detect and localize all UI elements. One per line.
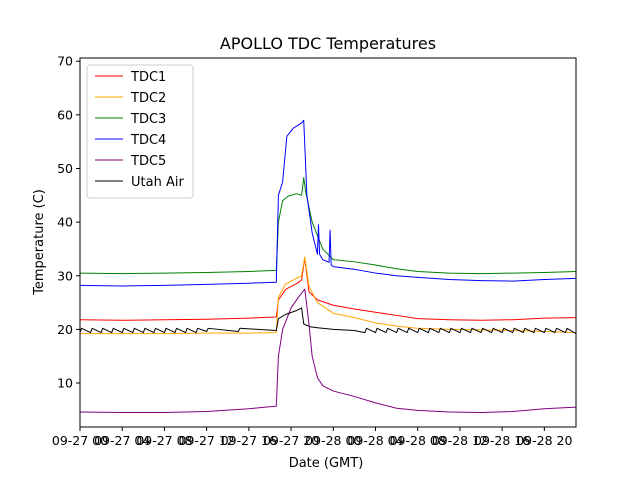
x-tick-label: 09-28 00	[305, 433, 361, 448]
legend-label-2: TDC2	[130, 91, 166, 106]
series-line-4	[80, 119, 576, 287]
y-tick-label: 70	[57, 54, 73, 69]
legend: TDC1 TDC2 TDC3 TDC4 TDC5 Utah Air	[86, 64, 194, 199]
x-axis-label: Date (GMT)	[289, 456, 364, 471]
legend-label-1: TDC1	[130, 70, 166, 85]
series-line-5	[80, 288, 576, 414]
x-tick-label: 09-28 08	[390, 433, 446, 448]
y-axis: 10 20 30 40 50 60 70	[57, 54, 80, 391]
plot-frame	[79, 57, 577, 428]
y-tick-label: 40	[57, 215, 73, 230]
legend-box	[86, 64, 194, 199]
x-tick-label: 09-27 16	[221, 433, 277, 448]
y-tick-label: 30	[57, 268, 73, 283]
series-line-3	[80, 177, 576, 275]
x-tick-label: 09-28 16	[474, 433, 530, 448]
x-tick-label: 09-28 12	[432, 433, 488, 448]
x-tick-label: 09-27 00	[52, 433, 108, 448]
x-tick-label: 09-27 20	[263, 433, 319, 448]
legend-label-6: Utah Air	[131, 175, 184, 190]
series-line-2	[80, 256, 576, 335]
series-line-6	[80, 307, 576, 335]
y-tick-label: 50	[57, 161, 73, 176]
legend-label-5: TDC5	[130, 154, 166, 169]
y-axis-label: Temperature (C)	[32, 189, 47, 296]
y-tick-label: 10	[57, 376, 73, 391]
y-tick-label: 60	[57, 107, 73, 122]
x-tick-label: 09-28 04	[347, 433, 403, 448]
y-tick-label: 20	[57, 322, 73, 337]
x-tick-label: 09-27 04	[94, 433, 150, 448]
series-layer	[80, 119, 576, 414]
chart-title: APOLLO TDC Temperatures	[220, 34, 436, 53]
x-tick-label: 09-27 08	[136, 433, 192, 448]
x-tick-label: 09-27 12	[179, 433, 235, 448]
legend-label-3: TDC3	[130, 112, 166, 127]
series-line-1	[80, 257, 576, 321]
legend-label-4: TDC4	[130, 133, 166, 148]
x-tick-label: 09-28 20	[516, 433, 572, 448]
